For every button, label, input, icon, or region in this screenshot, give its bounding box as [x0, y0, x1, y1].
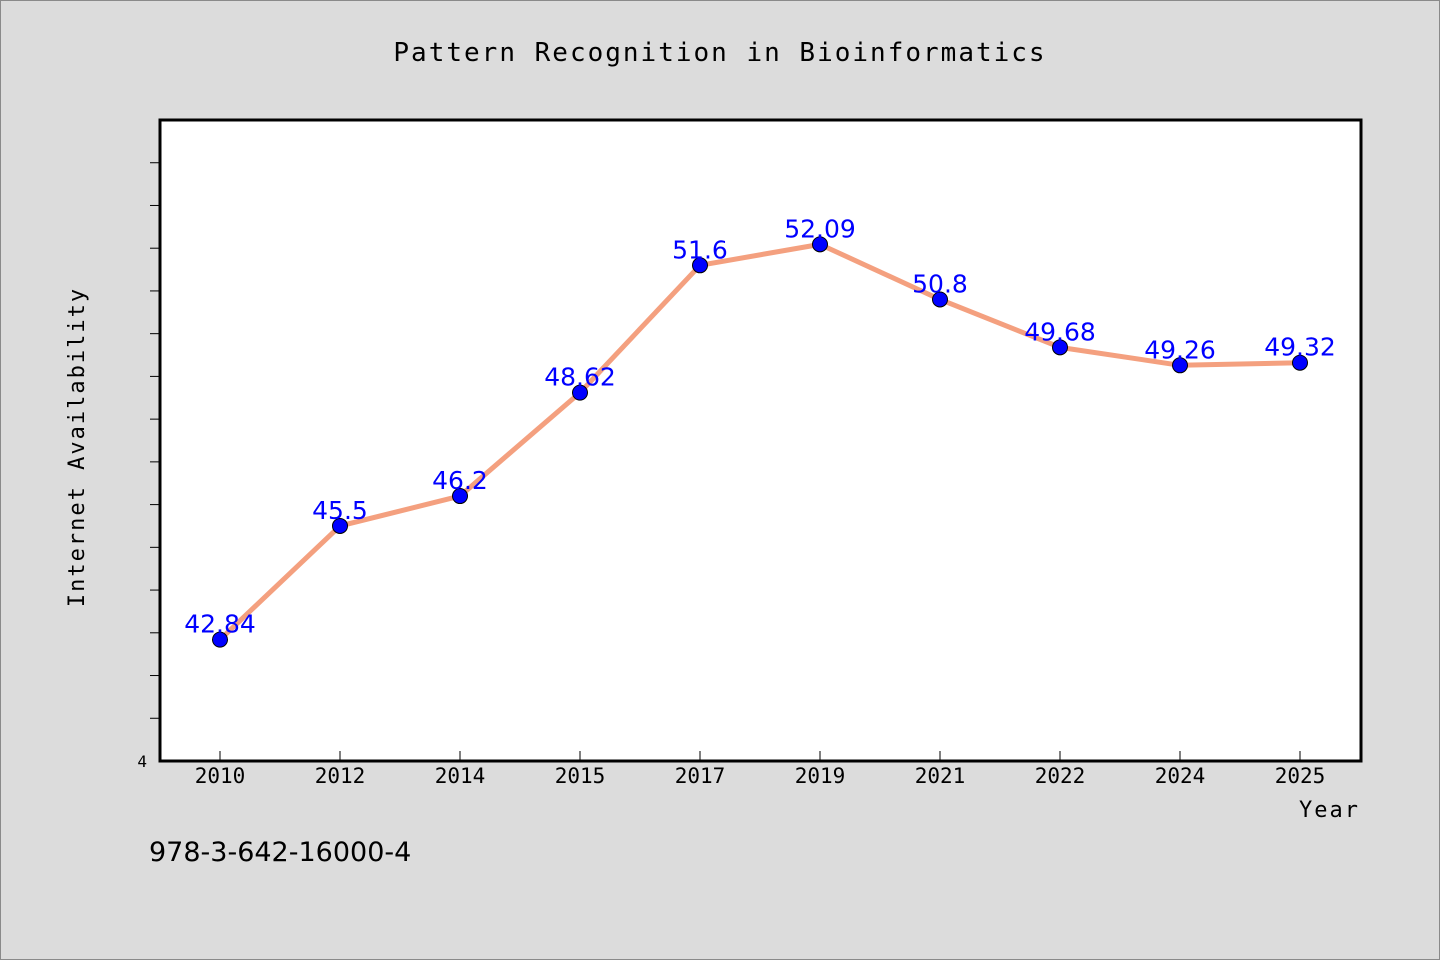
x-tick-label: 2017	[675, 764, 726, 788]
data-point	[452, 488, 468, 505]
data-labels: 42.84 45.5 46.2 48.62 51.6 52.09 50.8 49.68 49.2…	[184, 214, 1336, 638]
x-tick-label: 2025	[1275, 764, 1326, 788]
data-point	[812, 236, 828, 253]
x-axis-ticks: 2010 2012 2014 2015 2017 2019 2021 2022 2024 2025	[195, 751, 1326, 788]
x-tick-label: 2010	[195, 764, 246, 788]
y-axis-label: Internet Availability	[65, 287, 90, 607]
data-point	[1052, 339, 1068, 356]
data-point	[572, 384, 588, 401]
y-tick-label: 4	[137, 752, 147, 771]
data-label: 42.84	[184, 610, 256, 639]
data-point	[332, 517, 348, 534]
data-point	[692, 257, 708, 274]
series-line	[217, 241, 1303, 643]
data-label: 45.5	[312, 496, 368, 525]
data-point	[1292, 354, 1308, 371]
x-tick-label: 2021	[915, 764, 966, 788]
data-label: 49.32	[1264, 333, 1336, 362]
data-label: 48.62	[544, 363, 616, 392]
x-axis-label: Year	[1299, 798, 1360, 823]
data-label: 46.2	[432, 466, 488, 495]
data-label: 49.68	[1024, 317, 1096, 346]
x-tick-label: 2015	[555, 764, 606, 788]
data-label: 49.26	[1144, 335, 1216, 364]
x-tick-label: 2012	[315, 764, 366, 788]
chart-title: Pattern Recognition in Bioinformatics	[393, 38, 1046, 68]
x-tick-label: 2014	[435, 764, 486, 788]
x-tick-label: 2024	[1155, 764, 1206, 788]
data-point	[1172, 357, 1188, 374]
data-point	[932, 291, 948, 308]
y-axis-ticks: 4	[137, 162, 160, 771]
data-point	[212, 631, 228, 648]
x-tick-label: 2022	[1035, 764, 1086, 788]
x-tick-label: 2019	[795, 764, 846, 788]
plot-area	[160, 120, 1361, 761]
data-markers	[212, 236, 1308, 648]
data-label: 50.8	[912, 269, 968, 298]
plot-border	[158, 118, 1363, 763]
isbn-annotation: 978-3-642-16000-4	[149, 837, 411, 868]
data-label: 52.09	[784, 214, 856, 243]
data-label: 51.6	[672, 235, 728, 264]
